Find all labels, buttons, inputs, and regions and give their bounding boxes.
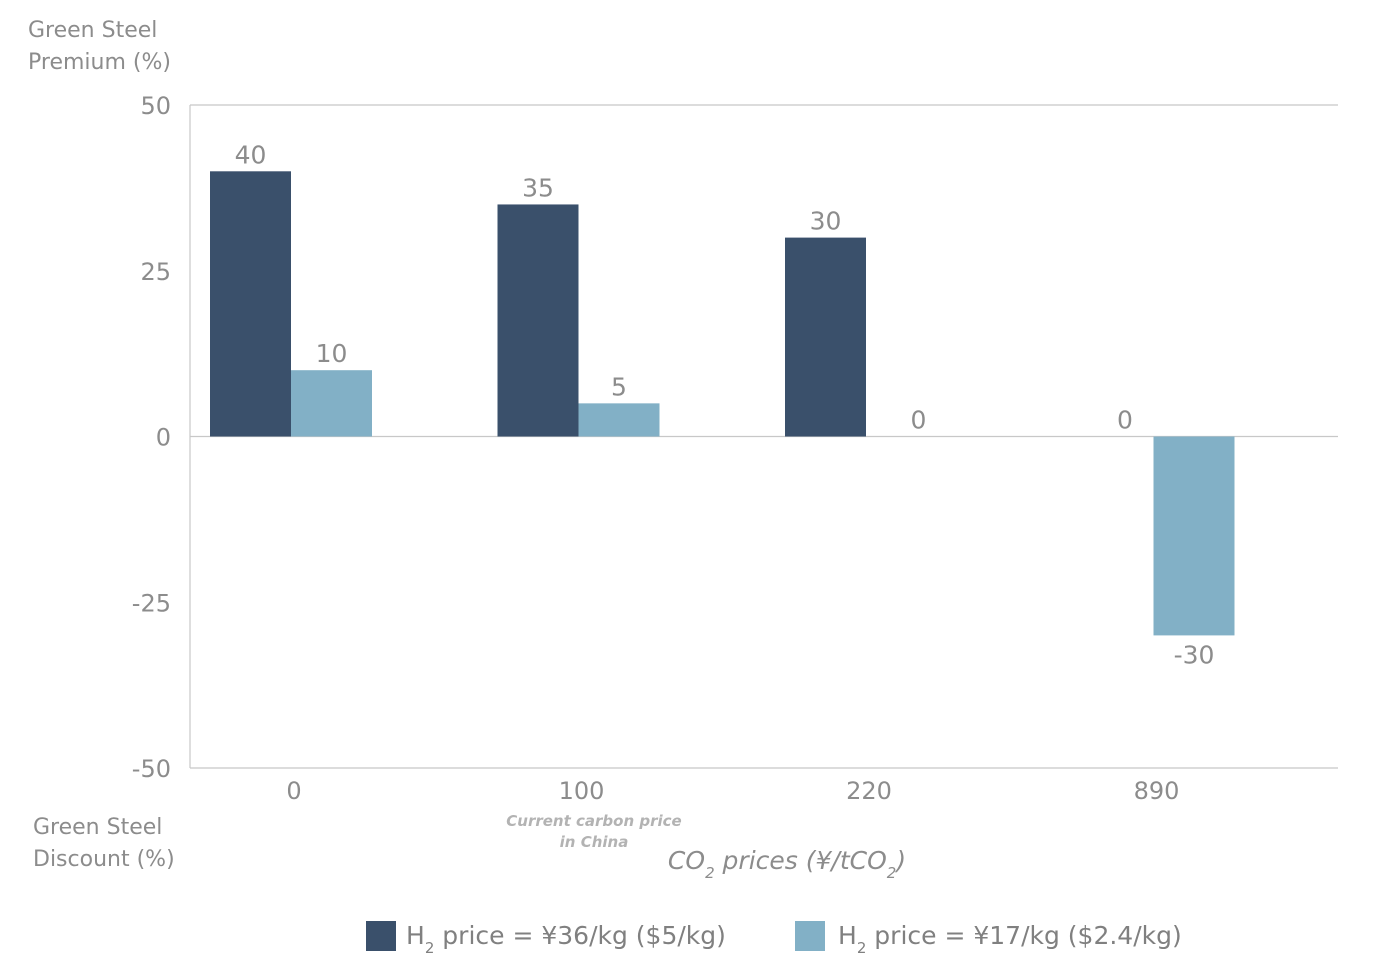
x-axis-title-sub1: 2 [705, 864, 715, 882]
carbon-note-line2: in China [560, 833, 629, 851]
legend-swatch-series1 [366, 921, 396, 951]
y-tick-25: 25 [140, 258, 171, 286]
x-axis-title-part1: CO [668, 846, 705, 875]
carbon-note-line1: Current carbon price [506, 812, 681, 830]
x-tick-100: 100 [559, 777, 605, 805]
data-label-s2-100: 5 [611, 372, 627, 401]
premium-title-line2: Premium (%) [28, 50, 171, 75]
data-label-s1-0: 40 [235, 140, 267, 169]
y-tick-0: 0 [156, 424, 171, 452]
x-axis-title-part3: ) [894, 846, 906, 875]
bar-s2-890 [1153, 436, 1235, 636]
premium-title-line1: Green Steel [28, 18, 157, 43]
x-tick-890: 890 [1134, 777, 1180, 805]
bar-s1-100 [497, 204, 579, 437]
legend-swatch-series2 [795, 921, 825, 951]
legend-series1-main: H [406, 921, 425, 950]
legend-series2-sub: 2 [857, 939, 867, 957]
x-axis-title-part2: prices (¥/tCO [715, 846, 887, 875]
bar-s2-100 [578, 403, 660, 437]
y-tick-50: 50 [140, 92, 171, 120]
data-label-s2-0: 10 [316, 339, 348, 368]
bar-s1-0 [210, 171, 291, 437]
bar-s2-0 [291, 370, 372, 437]
discount-title-line2: Discount (%) [33, 847, 175, 872]
bars-group: 40 10 35 5 30 0 0 -30 [210, 140, 1235, 669]
x-tick-0: 0 [286, 777, 301, 805]
data-label-s1-220: 30 [810, 207, 842, 236]
data-label-s1-890: 0 [1117, 406, 1133, 435]
y-tick--25: -25 [132, 589, 171, 617]
x-axis-title: CO2 prices (¥/tCO2) [668, 846, 906, 882]
x-tick-220: 220 [846, 777, 892, 805]
legend-series1-rest: price = ¥36/kg ($5/kg) [434, 921, 726, 950]
data-label-s2-220: 0 [911, 406, 927, 435]
legend-label-series2: H2 price = ¥17/kg ($2.4/kg) [838, 921, 1182, 957]
data-label-s1-100: 35 [522, 173, 554, 202]
x-axis-title-sub2: 2 [887, 864, 897, 882]
legend: H2 price = ¥36/kg ($5/kg) H2 price = ¥17… [366, 921, 1182, 957]
legend-series1-sub: 2 [425, 939, 435, 957]
legend-series2-main: H [838, 921, 857, 950]
y-tick--50: -50 [132, 755, 171, 783]
bar-s1-220 [785, 237, 866, 437]
legend-label-series1: H2 price = ¥36/kg ($5/kg) [406, 921, 726, 957]
discount-title-line1: Green Steel [33, 815, 162, 840]
legend-series2-rest: price = ¥17/kg ($2.4/kg) [866, 921, 1181, 950]
data-label-s2-890: -30 [1174, 640, 1215, 669]
